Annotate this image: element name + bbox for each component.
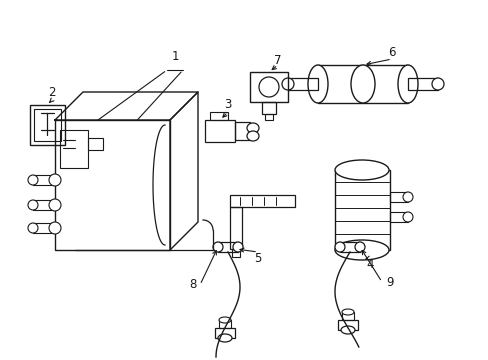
Bar	[33, 223, 55, 233]
Bar	[317, 65, 407, 103]
Ellipse shape	[334, 160, 388, 180]
Bar	[339, 242, 359, 252]
Ellipse shape	[334, 242, 345, 252]
Bar	[60, 130, 88, 168]
Bar	[334, 170, 389, 250]
Ellipse shape	[402, 212, 412, 222]
Text: 1: 1	[171, 50, 179, 63]
Text: 2: 2	[48, 86, 56, 99]
Bar	[218, 242, 238, 252]
Bar	[264, 114, 272, 120]
Text: 4: 4	[366, 258, 373, 271]
Bar	[55, 120, 170, 250]
Ellipse shape	[397, 65, 417, 103]
Ellipse shape	[28, 200, 38, 210]
Bar	[219, 320, 230, 328]
Bar	[389, 192, 407, 202]
Bar	[204, 120, 235, 142]
Bar	[235, 122, 249, 140]
Bar	[33, 200, 55, 210]
Text: 5: 5	[254, 252, 261, 265]
Text: 3: 3	[224, 99, 231, 112]
Bar	[407, 78, 437, 90]
Text: 8: 8	[189, 279, 196, 292]
Text: 6: 6	[387, 45, 395, 58]
Bar	[287, 78, 317, 90]
Ellipse shape	[49, 174, 61, 186]
Ellipse shape	[246, 123, 259, 133]
Bar	[215, 328, 235, 338]
Ellipse shape	[350, 65, 374, 103]
Bar	[231, 249, 240, 257]
Ellipse shape	[431, 78, 443, 90]
Bar	[337, 320, 357, 330]
Ellipse shape	[282, 78, 293, 90]
Text: 7: 7	[274, 54, 281, 67]
Bar	[34, 109, 61, 141]
Ellipse shape	[341, 309, 353, 315]
Ellipse shape	[259, 77, 279, 97]
Ellipse shape	[334, 240, 388, 260]
Ellipse shape	[232, 242, 243, 252]
Bar	[262, 102, 275, 114]
Ellipse shape	[28, 175, 38, 185]
Bar	[229, 207, 242, 249]
Bar	[341, 312, 353, 320]
Ellipse shape	[213, 242, 223, 252]
Ellipse shape	[49, 222, 61, 234]
Ellipse shape	[28, 223, 38, 233]
Bar	[88, 138, 103, 150]
Bar	[209, 112, 227, 120]
Bar	[30, 105, 65, 145]
Ellipse shape	[354, 242, 364, 252]
Bar	[229, 195, 294, 207]
Text: 9: 9	[386, 275, 393, 288]
Ellipse shape	[246, 131, 259, 141]
Ellipse shape	[340, 326, 354, 334]
Ellipse shape	[218, 334, 231, 342]
Ellipse shape	[307, 65, 327, 103]
Bar	[33, 175, 55, 185]
Ellipse shape	[49, 199, 61, 211]
Ellipse shape	[219, 317, 230, 323]
Bar	[249, 72, 287, 102]
Bar	[389, 212, 407, 222]
Ellipse shape	[402, 192, 412, 202]
